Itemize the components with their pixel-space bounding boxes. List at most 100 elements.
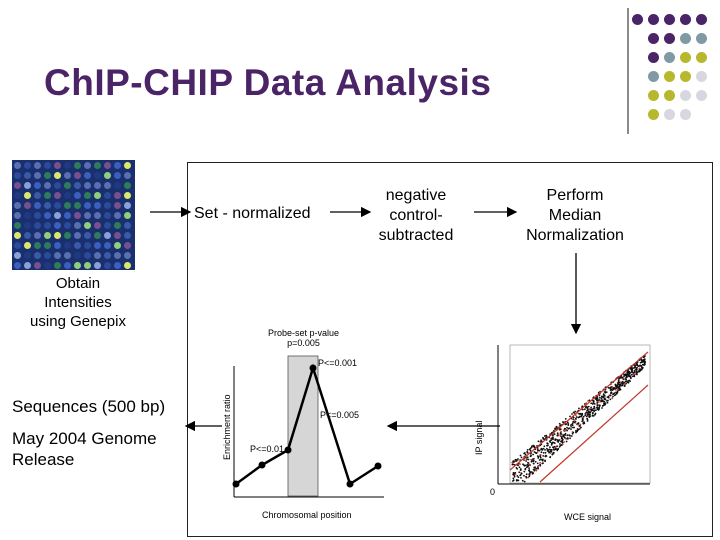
scatter-point	[600, 397, 603, 400]
array-spot	[124, 182, 131, 189]
scatter-point	[626, 373, 629, 376]
scatter-point	[540, 451, 543, 454]
scatter-plot	[497, 344, 651, 485]
scatter-point	[607, 386, 610, 389]
array-spot	[84, 252, 91, 259]
array-spot	[94, 162, 101, 169]
scatter-point	[523, 480, 526, 483]
scatter-point	[559, 433, 562, 435]
scatter-point	[603, 403, 606, 406]
scatter-point	[586, 406, 589, 409]
scatter-point	[604, 402, 607, 404]
scatter-point	[560, 437, 563, 439]
scatter-point	[544, 459, 546, 462]
scatter-point	[520, 477, 522, 479]
scatter-point	[561, 443, 564, 446]
scatter-point	[611, 386, 614, 389]
decor-dot	[664, 33, 675, 44]
enrichment-point	[232, 480, 240, 488]
scatter-point	[598, 394, 601, 397]
scatter-point	[534, 460, 537, 463]
scatter-point	[535, 469, 538, 472]
scatter-point	[596, 406, 598, 409]
scatter-point	[575, 430, 577, 433]
scatter-point	[574, 410, 577, 413]
scatter-point	[615, 391, 617, 394]
scatter-point	[612, 393, 614, 396]
scatter-point	[623, 385, 626, 387]
scatter-point	[566, 426, 568, 429]
array-spot	[14, 222, 21, 229]
array-spot	[104, 192, 111, 199]
scatter-point	[515, 460, 517, 463]
array-spot	[24, 232, 31, 239]
array-spot	[34, 252, 41, 259]
scatter-point	[594, 409, 597, 412]
array-spot	[104, 252, 111, 259]
scatter-point	[600, 399, 603, 402]
scatter-point	[523, 474, 525, 477]
scatter-point	[551, 453, 554, 456]
scatter-point	[564, 418, 567, 420]
scatter-point	[526, 449, 529, 451]
array-spot	[14, 232, 21, 239]
array-spot	[54, 162, 61, 169]
scatter-point	[631, 371, 633, 373]
scatter-point	[516, 479, 519, 482]
scatter-point	[546, 449, 549, 452]
scatter-point	[596, 404, 599, 407]
array-spot	[24, 252, 31, 259]
array-spot	[44, 172, 51, 179]
scatter-point	[586, 420, 589, 422]
scatter-point	[552, 452, 554, 455]
array-spot	[124, 212, 131, 219]
array-spot	[74, 232, 81, 239]
scatter-point	[532, 459, 535, 462]
array-spot	[114, 262, 121, 269]
array-spot	[44, 192, 51, 199]
scatter-point	[521, 479, 524, 482]
scatter-point	[585, 411, 588, 414]
array-spot	[74, 162, 81, 169]
array-spot	[94, 222, 101, 229]
scatter-point	[532, 462, 535, 465]
scatter-point	[569, 435, 571, 437]
scatter-point	[639, 369, 642, 372]
page-title: ChIP-CHIP Data Analysis	[44, 62, 492, 103]
scatter-point	[637, 365, 640, 367]
scatter-point	[639, 361, 642, 364]
enrichment-point	[374, 462, 382, 470]
scatter-point	[605, 391, 608, 393]
scatter-point	[565, 437, 567, 440]
scatter-point	[633, 371, 636, 373]
scatter-point	[621, 376, 624, 379]
scatter-point	[594, 413, 596, 416]
scatter-point	[583, 421, 585, 423]
scatter-point	[530, 460, 533, 463]
step-negative-control: negative control- subtracted	[378, 187, 454, 244]
step-set-normalized: Set - normalized	[194, 205, 311, 222]
scatter-point	[610, 392, 613, 394]
scatter-point	[540, 458, 542, 461]
array-spot	[14, 242, 21, 249]
enrichment-point	[309, 364, 317, 372]
array-spot	[34, 202, 41, 209]
scatter-point	[546, 442, 549, 444]
scatter-point	[573, 419, 576, 421]
scatter-point	[515, 467, 518, 469]
scatter-point	[535, 452, 538, 454]
scatter-point	[558, 422, 561, 425]
scatter-point	[527, 464, 530, 467]
scatter-point	[542, 458, 544, 461]
decorative-dot-grid	[632, 8, 716, 136]
scatter-point	[618, 377, 620, 380]
array-spot	[44, 162, 51, 169]
scatter-point	[583, 403, 586, 405]
decor-dot	[680, 52, 691, 63]
scatter-point	[519, 454, 522, 457]
array-spot	[54, 232, 61, 239]
array-spot	[34, 242, 41, 249]
scatter-point	[583, 408, 586, 411]
decor-dot	[648, 52, 659, 63]
array-spot	[44, 252, 51, 259]
